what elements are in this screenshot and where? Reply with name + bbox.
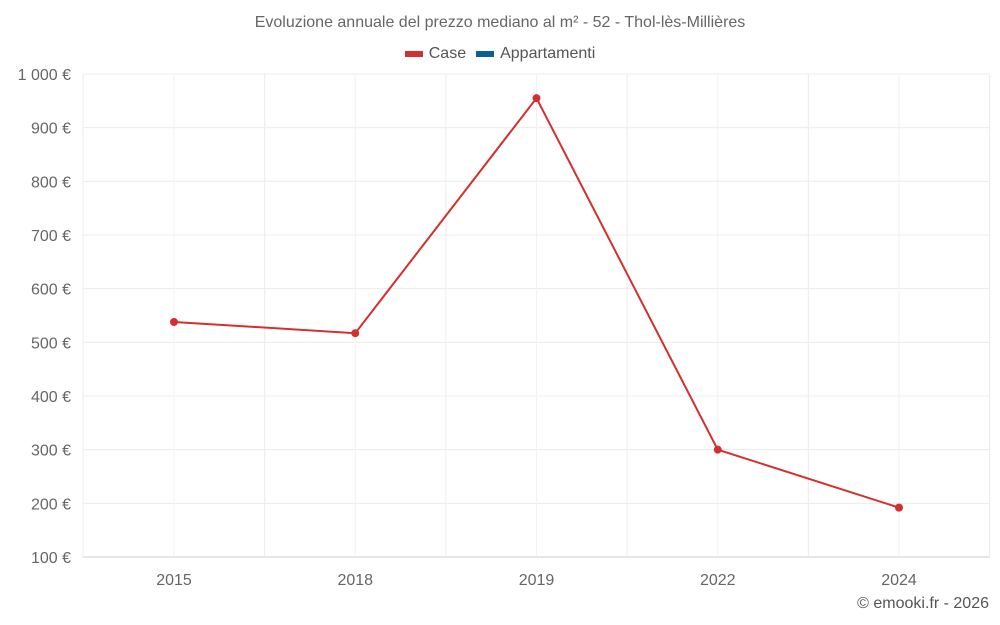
legend-label-case: Case [428,45,467,62]
y-tick-label: 900 € [31,121,71,138]
y-tick-label: 800 € [31,174,71,191]
y-tick-label: 700 € [31,228,71,245]
y-tick-label: 200 € [31,496,71,513]
chart-title: Evoluzione annuale del prezzo mediano al… [254,14,746,31]
y-tick-label: 600 € [31,282,71,299]
y-tick-label: 500 € [31,335,71,352]
y-tick-label: 1 000 € [18,67,71,84]
x-tick-label: 2022 [700,572,736,589]
legend-label-appartamenti: Appartamenti [500,45,596,62]
data-point [170,317,178,326]
legend-item-appartamenti[interactable]: Appartamenti [476,45,595,63]
x-tick-label: 2019 [519,572,555,589]
credit-text: © emooki.fr - 2026 [857,595,989,612]
data-point [895,503,903,512]
chart-legend: Case Appartamenti [0,45,1000,63]
legend-item-case[interactable]: Case [404,45,467,63]
x-tick-label: 2024 [881,572,917,589]
x-tick-label: 2018 [337,572,373,589]
y-tick-label: 400 € [31,389,71,406]
data-point [351,329,360,338]
legend-swatch-case [404,51,423,57]
y-tick-label: 300 € [31,443,71,460]
legend-swatch-appartamenti [476,51,495,57]
y-tick-label: 100 € [31,550,71,567]
data-point [532,94,541,103]
x-tick-label: 2015 [156,572,192,589]
data-point [713,445,722,454]
